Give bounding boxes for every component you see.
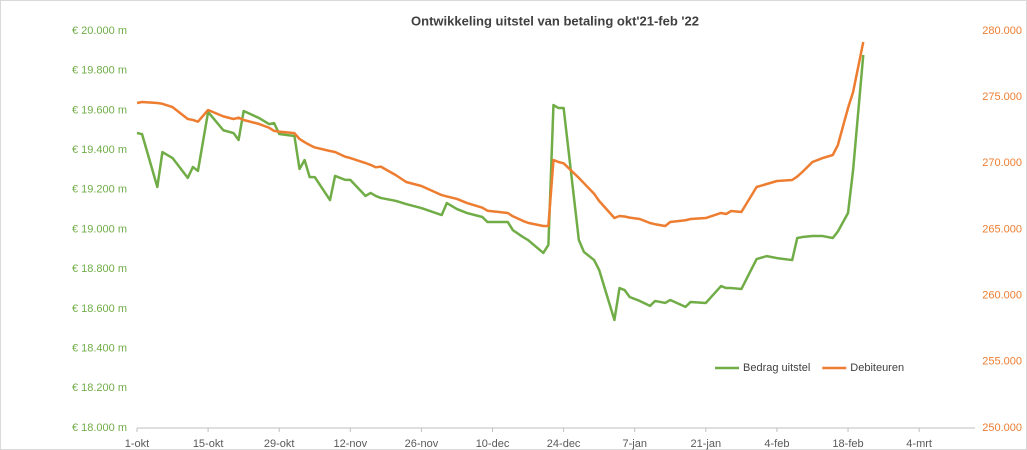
y-tick-label: € 19.000 m (72, 223, 127, 235)
y2-tick-label: 270.000 (982, 157, 1022, 169)
x-tick-label: 12-nov (333, 438, 367, 450)
y-tick-label: € 19.600 m (72, 104, 127, 116)
y-tick-label: € 18.400 m (72, 343, 127, 355)
line-series (136, 41, 865, 228)
y-tick-label: € 18.800 m (72, 263, 127, 275)
y-tick-label: € 18.000 m (72, 422, 127, 434)
x-tick-label: 4-mrt (906, 438, 932, 450)
x-tick-label: 21-jan (691, 438, 722, 450)
x-tick-label: 7-jan (622, 438, 646, 450)
y2-tick-label: 260.000 (982, 290, 1022, 302)
y2-tick-label: 280.000 (982, 25, 1022, 37)
x-tick-label: 26-nov (405, 438, 439, 450)
x-tick-label: 10-dec (476, 438, 510, 450)
x-tick-label: 29-okt (264, 438, 295, 450)
x-tick-label: 18-feb (832, 438, 863, 450)
y-tick-label: € 19.800 m (72, 65, 127, 77)
x-tick-label: 1-okt (125, 438, 149, 450)
line-series (136, 54, 865, 322)
legend-label: Debiteuren (850, 362, 904, 374)
y-tick-label: € 18.200 m (72, 382, 127, 394)
y2-tick-label: 275.000 (982, 91, 1022, 103)
y-tick-label: € 18.600 m (72, 303, 127, 315)
y-tick-label: € 19.400 m (72, 144, 127, 156)
y2-tick-label: 255.000 (982, 356, 1022, 368)
x-tick-label: 4-feb (764, 438, 789, 450)
y2-tick-label: 250.000 (982, 422, 1022, 434)
y-tick-label: € 19.200 m (72, 184, 127, 196)
chart-title: Ontwikkeling uitstel van betaling okt'21… (411, 13, 699, 28)
y2-tick-label: 265.000 (982, 223, 1022, 235)
y-tick-label: € 20.000 m (72, 25, 127, 37)
x-tick-label: 24-dec (547, 438, 581, 450)
legend-label: Bedrag uitstel (743, 362, 810, 374)
x-tick-label: 15-okt (193, 438, 224, 450)
